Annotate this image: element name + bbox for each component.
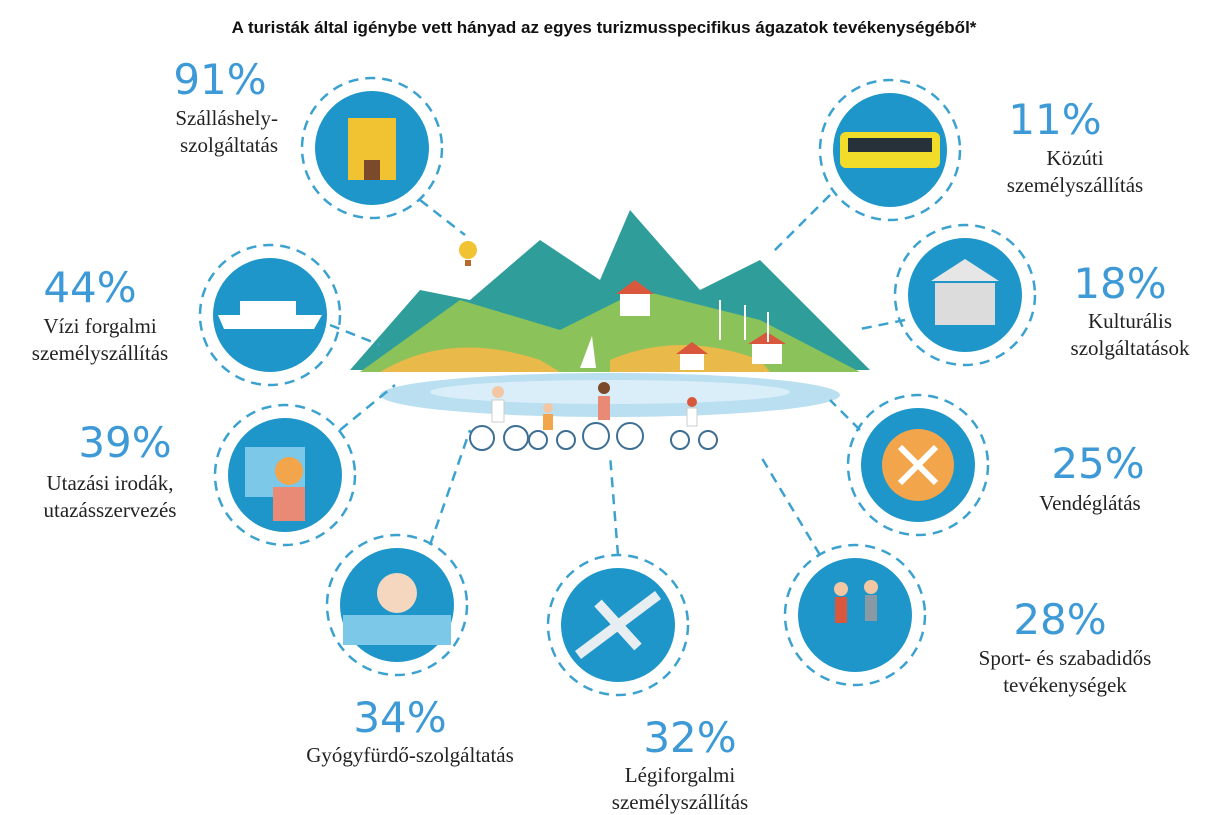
label: szolgáltatás [180, 133, 278, 157]
percent: 11% [1008, 95, 1101, 144]
percent: 34% [353, 693, 446, 742]
label: Szálláshely- [175, 106, 278, 130]
label: Közúti [1046, 146, 1103, 170]
item: 32%Légiforgalmi személyszállítás [548, 555, 748, 814]
icon [275, 457, 303, 485]
icon [218, 315, 322, 329]
item: 44%Vízi forgalmi személyszállítás [32, 245, 340, 385]
label: tevékenységek [1003, 673, 1127, 697]
icon [377, 573, 417, 613]
label: személyszállítás [612, 790, 748, 814]
item: 39% Utazási irodák, utazásszervezés [44, 405, 355, 545]
label: Vízi forgalmi [43, 314, 157, 338]
label: Légiforgalmi [625, 763, 736, 787]
percent: 18% [1073, 259, 1166, 308]
icon [848, 138, 932, 152]
icon [364, 160, 380, 180]
label: Vendéglátás [1039, 491, 1140, 515]
landscape [350, 210, 870, 450]
label: Kulturális [1088, 309, 1172, 333]
icon-circle [798, 558, 912, 672]
item: 18%Kulturális szolgáltatások [895, 225, 1190, 365]
item: 11%Közúti személyszállítás [820, 80, 1143, 220]
icon [834, 582, 848, 596]
label: szolgáltatások [1071, 336, 1190, 360]
icon [865, 595, 877, 621]
item: 28%Sport- és szabadidős tevékenységek [785, 545, 1151, 697]
item: 91%Szálláshely-szolgáltatás [173, 55, 442, 218]
label: Sport- és szabadidős [979, 646, 1152, 670]
item: 25% Vendéglátás [848, 395, 1145, 535]
percent: 28% [1013, 595, 1106, 644]
percent: 32% [643, 713, 736, 762]
item: 34%Gyógyfürdő-szolgáltatás [306, 535, 514, 767]
icon [935, 283, 995, 325]
label: személyszállítás [1007, 173, 1143, 197]
percent: 25% [1051, 439, 1144, 488]
percent: 39% [78, 418, 171, 467]
title: A turisták által igénybe vett hányad az … [232, 18, 977, 37]
label: utazásszervezés [44, 498, 177, 522]
label: Utazási irodák, [46, 471, 173, 495]
percent: 91% [173, 55, 266, 104]
label: Gyógyfürdő-szolgáltatás [306, 743, 514, 767]
infographic: A turisták által igénybe vett hányad az … [0, 0, 1208, 815]
icon [273, 487, 305, 521]
items: 91%Szálláshely-szolgáltatás 11%Közúti szem… [32, 55, 1190, 814]
percent: 44% [43, 263, 136, 312]
icon [864, 580, 878, 594]
icon [835, 597, 847, 623]
icon [343, 615, 451, 645]
icon [240, 301, 296, 315]
label: személyszállítás [32, 341, 168, 365]
